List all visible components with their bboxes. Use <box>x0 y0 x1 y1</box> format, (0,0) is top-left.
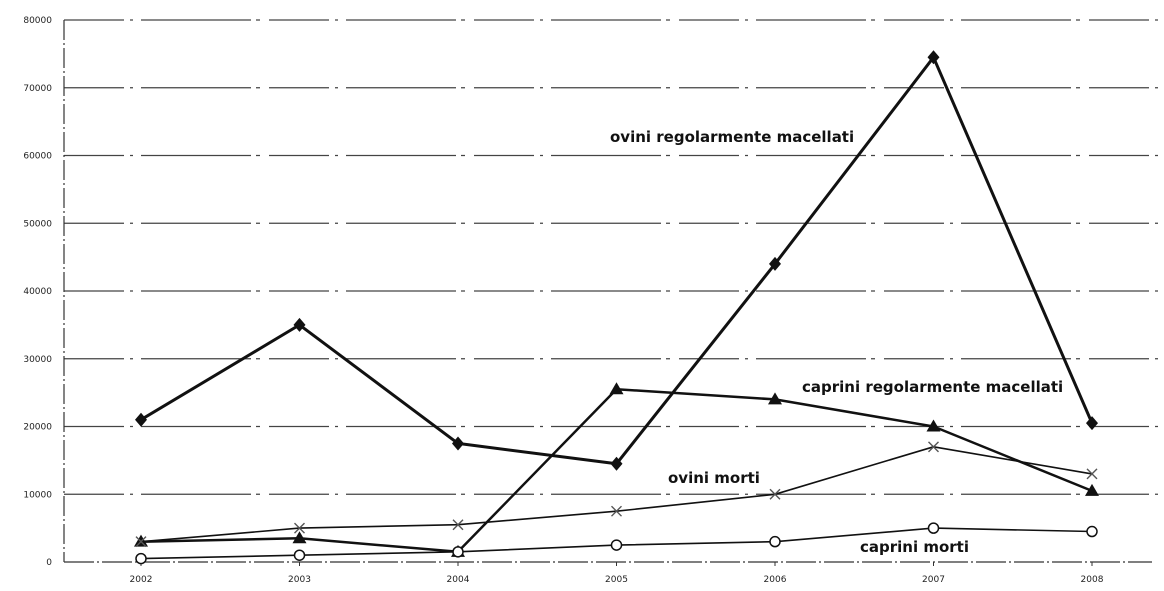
x-tick-label-2004: 2004 <box>447 575 470 585</box>
y-tick-label-50000: 50000 <box>23 219 52 229</box>
point-caprini-regolarmente-macellati-2008 <box>1085 483 1099 496</box>
point-ovini-regolarmente-macellati-2003 <box>293 317 306 332</box>
x-tick-label-2005: 2005 <box>605 575 628 585</box>
x-tick-label-2003: 2003 <box>288 575 311 585</box>
point-caprini-regolarmente-macellati-2006 <box>768 392 782 405</box>
point-caprini-morti-2002 <box>135 552 147 565</box>
y-tick-label-20000: 20000 <box>23 423 52 433</box>
axes: 0 10000 20000 30000 40000 50000 60000 70000 8000… <box>23 16 1152 585</box>
series-label-caprini-morti: caprini morti <box>860 538 969 556</box>
point-ovini-regolarmente-macellati-2008 <box>1086 416 1098 431</box>
point-ovini-morti-2002 <box>135 536 147 548</box>
point-caprini-morti-2007 <box>927 522 940 534</box>
point-caprini-morti-2003 <box>293 549 306 561</box>
point-ovini-morti-2003 <box>294 522 305 534</box>
point-caprini-regolarmente-macellati-2002 <box>134 534 148 547</box>
point-ovini-regolarmente-macellati-2004 <box>452 436 464 451</box>
point-ovini-regolarmente-macellati-2006 <box>769 256 781 271</box>
point-caprini-morti-2006 <box>769 535 781 548</box>
x-tick-label-2008: 2008 <box>1081 575 1104 585</box>
y-tick-label-0: 0 <box>46 558 52 568</box>
y-tick-label-30000: 30000 <box>23 355 52 365</box>
y-tick-label-70000: 70000 <box>23 84 52 94</box>
gridlines <box>64 19 1164 495</box>
point-ovini-morti-2007 <box>928 441 939 453</box>
point-caprini-regolarmente-macellati-2007 <box>926 419 941 432</box>
point-ovini-morti-2008 <box>1086 468 1098 480</box>
series-lines <box>134 50 1099 565</box>
y-tick-label-40000: 40000 <box>23 287 52 297</box>
point-caprini-morti-2008 <box>1086 525 1098 538</box>
y-tick-label-60000: 60000 <box>23 152 52 162</box>
x-tick-label-2002: 2002 <box>130 575 153 585</box>
point-caprini-regolarmente-macellati-2003 <box>292 531 307 544</box>
point-ovini-morti-2005 <box>611 505 622 517</box>
series-labels: ovini regolarmente macellati caprini reg… <box>610 128 1063 556</box>
series-label-ovini-morti: ovini morti <box>668 469 760 487</box>
point-caprini-morti-2004 <box>452 546 464 558</box>
series-label-ovini-macellati: ovini regolarmente macellati <box>610 128 854 146</box>
y-tick-label-80000: 80000 <box>23 16 52 26</box>
point-ovini-regolarmente-macellati-2007 <box>927 50 940 65</box>
series-line-ovini-regolarmente-macellati <box>140 55 1094 466</box>
x-tick-label-2007: 2007 <box>922 575 945 585</box>
y-tick-label-10000: 10000 <box>23 490 52 500</box>
series-label-caprini-macellati: caprini regolarmente macellati <box>802 378 1063 396</box>
point-caprini-morti-2005 <box>610 539 623 551</box>
point-caprini-regolarmente-macellati-2005 <box>609 382 624 395</box>
point-ovini-regolarmente-macellati-2005 <box>610 456 623 471</box>
x-tick-label-2006: 2006 <box>764 575 787 585</box>
point-ovini-morti-2004 <box>452 519 464 531</box>
point-ovini-regolarmente-macellati-2002 <box>135 412 147 427</box>
point-ovini-morti-2006 <box>769 488 781 500</box>
